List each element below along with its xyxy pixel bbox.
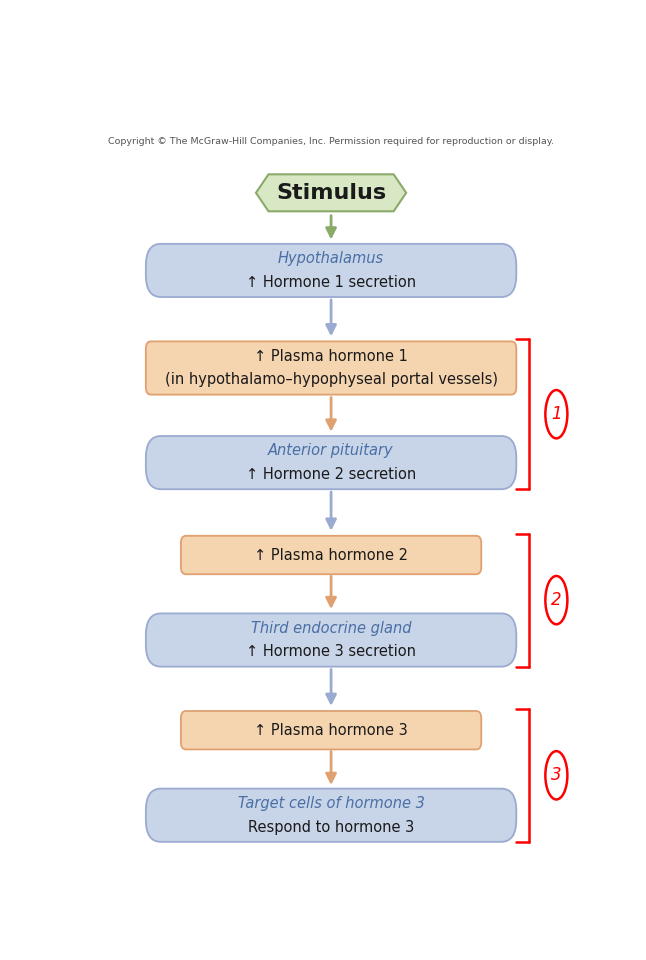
FancyBboxPatch shape	[146, 613, 516, 666]
Text: Respond to hormone 3: Respond to hormone 3	[248, 820, 414, 834]
FancyBboxPatch shape	[146, 788, 516, 842]
FancyBboxPatch shape	[181, 536, 481, 574]
Polygon shape	[256, 175, 406, 211]
Text: Third endocrine gland: Third endocrine gland	[251, 621, 412, 636]
FancyBboxPatch shape	[181, 711, 481, 750]
FancyBboxPatch shape	[146, 244, 516, 297]
Text: Hypothalamus: Hypothalamus	[278, 252, 384, 266]
Text: ↑ Hormone 1 secretion: ↑ Hormone 1 secretion	[246, 275, 416, 290]
Text: (in hypothalamo–hypophyseal portal vessels): (in hypothalamo–hypophyseal portal vesse…	[165, 372, 497, 387]
Text: Anterior pituitary: Anterior pituitary	[268, 444, 394, 458]
Text: Copyright © The McGraw-Hill Companies, Inc. Permission required for reproduction: Copyright © The McGraw-Hill Companies, I…	[108, 136, 554, 146]
Text: ↑ Plasma hormone 3: ↑ Plasma hormone 3	[254, 723, 408, 737]
Text: 1: 1	[551, 405, 561, 423]
Text: ↑ Plasma hormone 1: ↑ Plasma hormone 1	[254, 348, 408, 364]
FancyBboxPatch shape	[146, 436, 516, 490]
Text: 2: 2	[551, 591, 561, 609]
FancyBboxPatch shape	[146, 342, 516, 395]
Text: Stimulus: Stimulus	[276, 182, 386, 203]
Text: 3: 3	[551, 766, 561, 784]
Text: ↑ Hormone 3 secretion: ↑ Hormone 3 secretion	[246, 644, 416, 660]
Text: Target cells of hormone 3: Target cells of hormone 3	[238, 796, 424, 811]
Text: ↑ Hormone 2 secretion: ↑ Hormone 2 secretion	[246, 467, 416, 482]
Text: ↑ Plasma hormone 2: ↑ Plasma hormone 2	[254, 547, 408, 563]
